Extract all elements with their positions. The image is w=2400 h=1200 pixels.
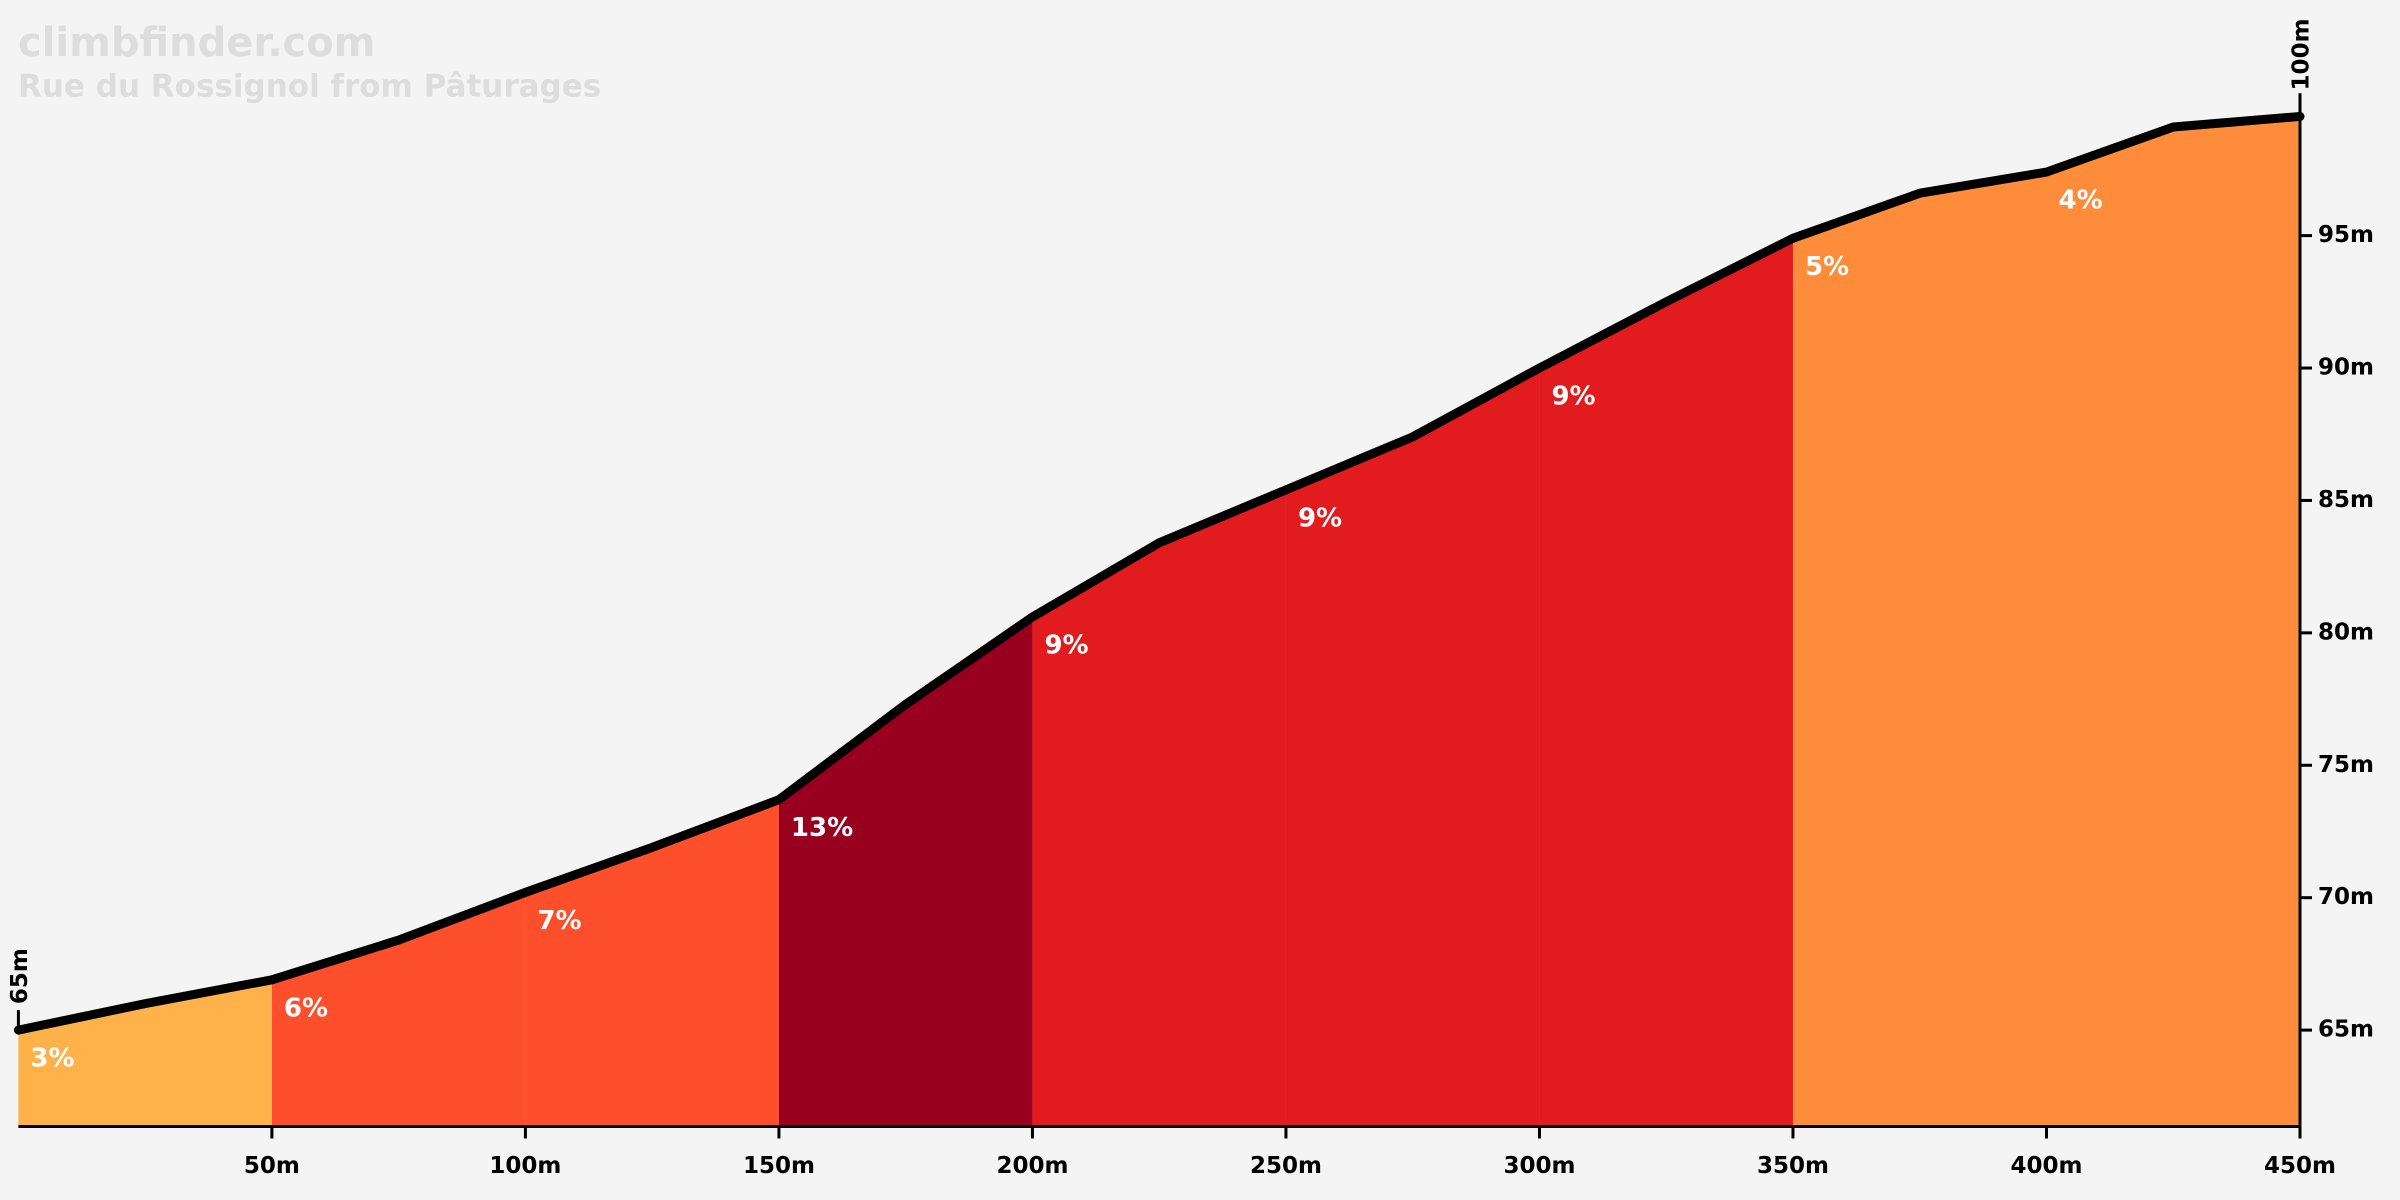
x-tick-label: 400m [2010,1153,2082,1179]
grade-segment [18,979,272,1127]
grade-label: 4% [2058,186,2102,216]
grade-label: 9% [1298,503,1342,533]
y-tick-label: 95m [2318,222,2374,248]
x-tick-label: 200m [996,1153,1068,1179]
grade-label: 3% [30,1044,74,1074]
grade-label: 7% [537,906,581,936]
x-tick-label: 350m [1757,1153,1829,1179]
grade-segment [778,616,1033,1127]
x-tick-label: 250m [1250,1153,1322,1179]
grade-segment [1792,172,2047,1127]
chart-subtitle: Rue du Rossignol from Pâturages [18,69,601,105]
grade-segment [1285,368,1540,1127]
x-tick-label: 450m [2264,1153,2336,1179]
y-tick-label: 70m [2318,884,2374,910]
grade-label: 9% [1044,630,1088,660]
elevation-line [13,111,2305,1035]
end-label: 100m [2289,18,2315,90]
grade-label: 9% [1551,382,1595,412]
y-tick-label: 85m [2318,487,2374,513]
grade-label: 13% [791,813,853,843]
y-tick-label: 75m [2318,752,2374,778]
grade-segment [271,892,526,1127]
grade-segment [525,799,779,1127]
chart-title: climbfinder.com [18,20,375,66]
x-tick-label: 150m [743,1153,815,1179]
grade-segment [1539,238,1793,1127]
x-tick-label: 300m [1503,1153,1575,1179]
grade-segment [1032,489,1286,1127]
y-tick-label: 80m [2318,619,2374,645]
y-tick-label: 65m [2318,1017,2374,1043]
grade-segment [2046,116,2300,1127]
grade-label: 5% [1805,252,1849,282]
start-label: 65m [7,948,33,1004]
y-tick-label: 90m [2318,355,2374,381]
x-tick-label: 50m [244,1153,300,1179]
x-tick-label: 100m [489,1153,561,1179]
grade-label: 6% [284,993,328,1023]
